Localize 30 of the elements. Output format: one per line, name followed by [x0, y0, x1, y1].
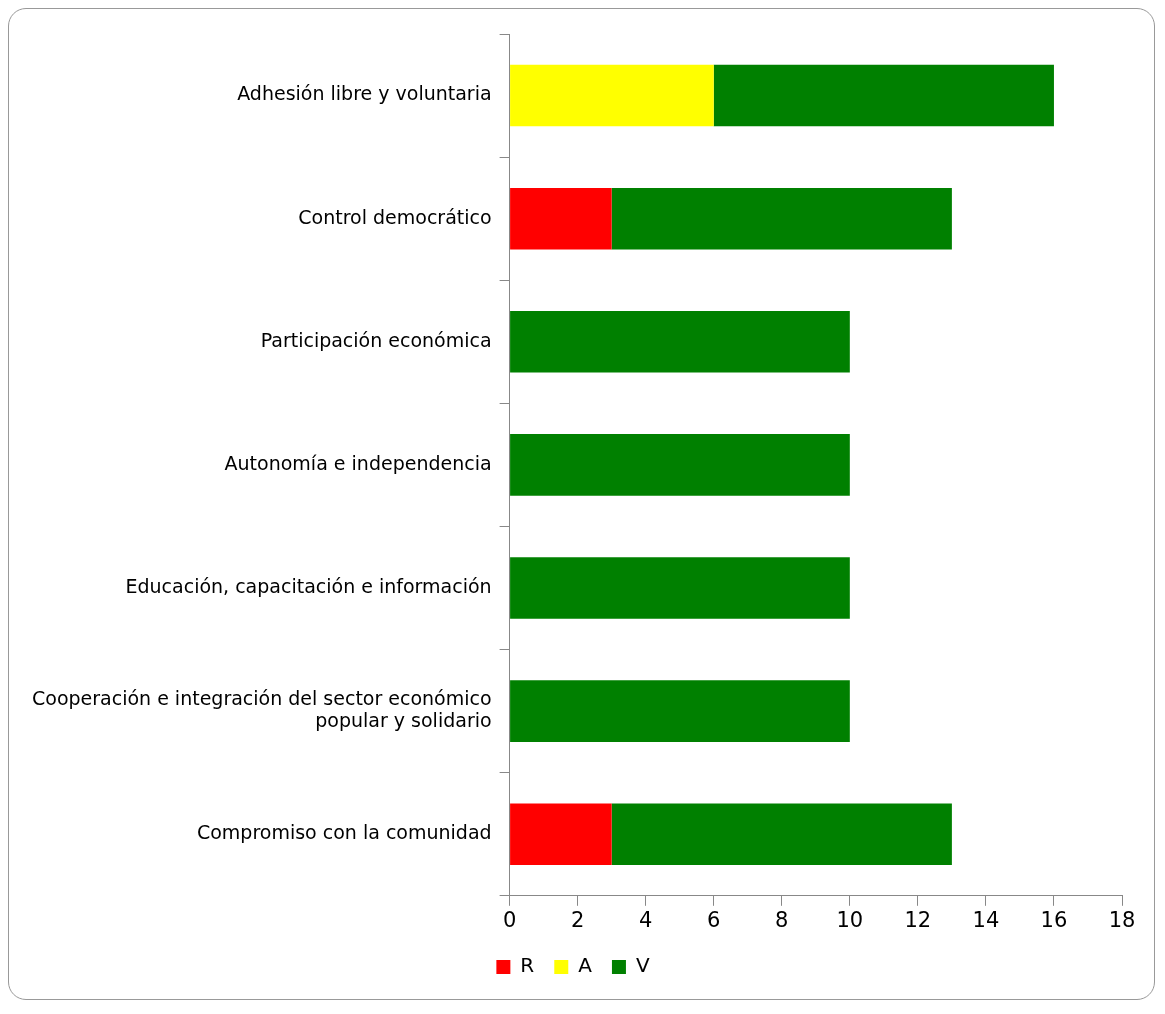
bar [510, 803, 612, 866]
bar [510, 680, 850, 742]
x-tick-label: 8 [775, 907, 789, 932]
y-tick-label: Educación, capacitación e información [125, 574, 492, 597]
bar [510, 311, 850, 373]
y-tick-label: Adhesión libre y voluntaria [237, 82, 492, 105]
y-tick-label: Cooperación e integración del sector económico popular y solidario [31, 686, 492, 732]
x-tick-label: 18 [1108, 907, 1136, 932]
bar [611, 187, 952, 250]
x-tick-label: 4 [639, 907, 653, 932]
x-tick-label: 12 [904, 907, 932, 932]
x-tick-label: 6 [707, 907, 721, 932]
x-tick-label: 0 [502, 907, 517, 932]
bar [510, 64, 714, 127]
y-tick-label: Compromiso con la comunidad [196, 821, 492, 844]
x-tick-label: 14 [972, 907, 1000, 932]
y-tick-label: Participación económica [260, 328, 492, 351]
bar [611, 803, 952, 866]
x-tick-label: 16 [1040, 907, 1068, 932]
bar [713, 64, 1054, 127]
legend-label: V [635, 953, 650, 978]
bar [510, 187, 612, 250]
bar [510, 557, 850, 619]
y-tick-label: Control democrático [298, 205, 492, 228]
x-tick-label: 10 [836, 907, 864, 932]
x-tick-label: 2 [570, 907, 585, 932]
legend-label: A [578, 953, 593, 978]
legend-label: R [520, 953, 535, 978]
y-tick-label: Autonomía e independencia [224, 451, 492, 474]
bar [510, 434, 850, 496]
